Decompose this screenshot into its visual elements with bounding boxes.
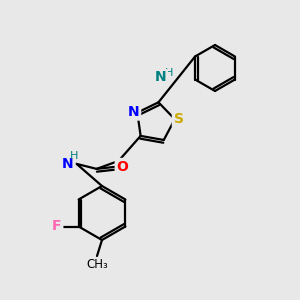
Text: N: N [155, 70, 166, 84]
Text: F: F [52, 220, 62, 233]
Text: CH₃: CH₃ [86, 259, 108, 272]
Text: N: N [128, 105, 139, 118]
Text: S: S [174, 112, 184, 126]
Text: N: N [62, 157, 74, 171]
Text: O: O [117, 160, 129, 174]
Text: H: H [69, 151, 78, 161]
Text: H: H [165, 68, 173, 78]
